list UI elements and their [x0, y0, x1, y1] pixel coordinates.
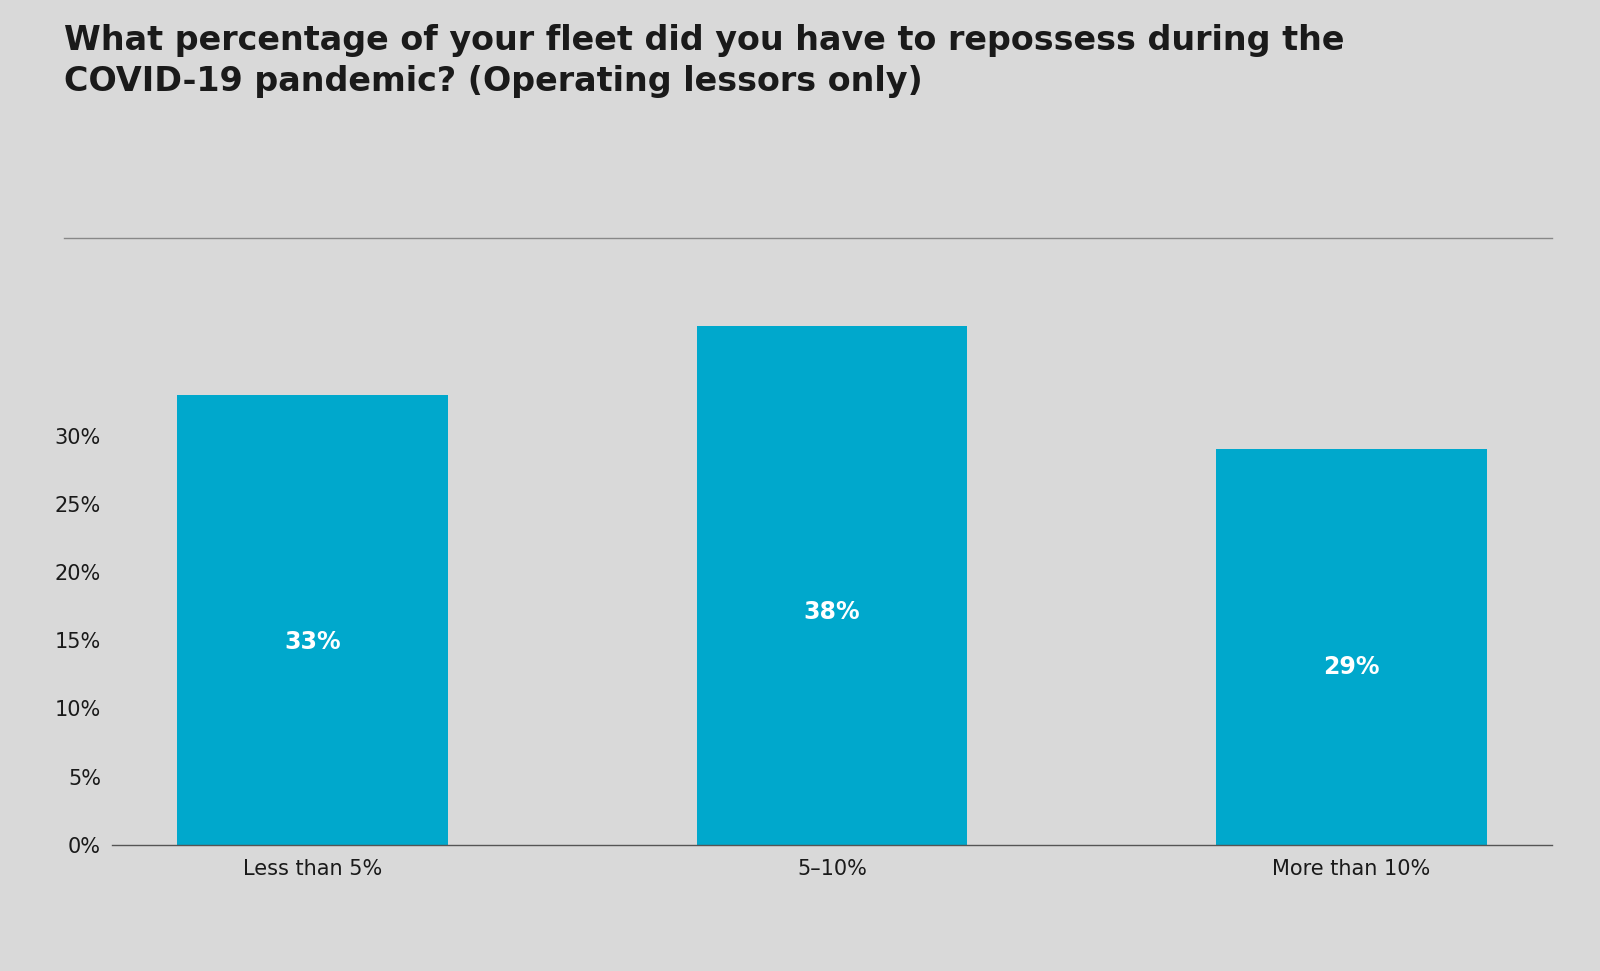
Text: 38%: 38%	[803, 599, 861, 623]
Bar	[698, 326, 966, 845]
Text: What percentage of your fleet did you have to repossess during the
COVID-19 pand: What percentage of your fleet did you ha…	[64, 24, 1344, 98]
Bar	[1216, 450, 1486, 845]
Text: 29%: 29%	[1323, 654, 1379, 679]
Bar	[178, 394, 448, 845]
Text: 33%: 33%	[285, 630, 341, 654]
